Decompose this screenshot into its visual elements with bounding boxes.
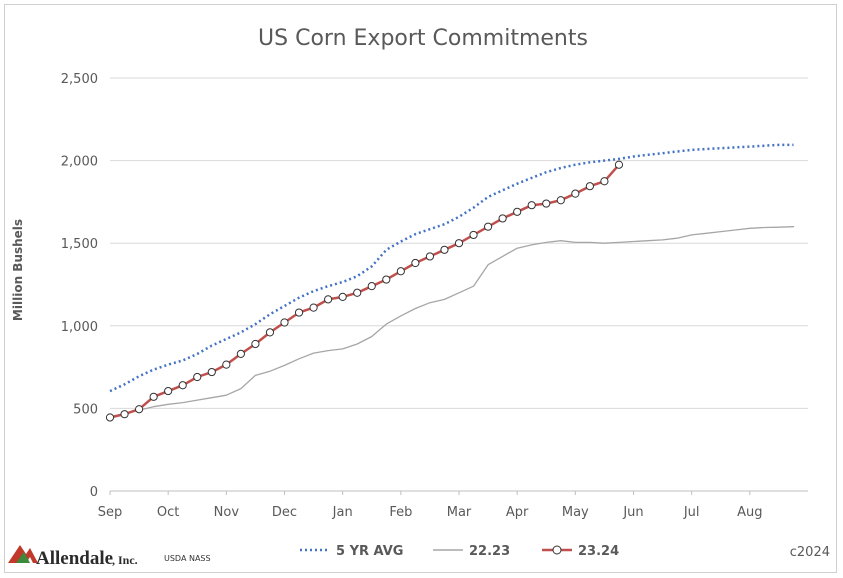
- data-point-23-24: [338, 292, 347, 301]
- y-tick-label: 1,000: [61, 320, 98, 335]
- data-point-23-24: [207, 367, 216, 377]
- data-point-23-24: [309, 303, 318, 312]
- chart-title: US Corn Export Commitments: [258, 26, 588, 51]
- legend-marker-23-24: [552, 545, 562, 555]
- logo-mountain-green: [16, 552, 30, 563]
- logo-inc-text: , Inc.: [112, 553, 138, 567]
- y-tick-label: 2,000: [61, 155, 98, 170]
- x-tick-label: Jul: [683, 505, 700, 520]
- data-point-23-24: [411, 258, 420, 268]
- y-tick-label: 500: [73, 402, 98, 417]
- series-line-22-23: [109, 226, 795, 418]
- x-tick-label: Sep: [98, 505, 123, 520]
- data-point-23-24: [367, 282, 376, 291]
- source-label: USDA NASS: [164, 554, 211, 563]
- logo-text: Allendale: [36, 548, 113, 569]
- data-point-23-24: [454, 239, 464, 248]
- data-point-23-24: [164, 386, 173, 396]
- x-tick-label: Apr: [506, 505, 529, 520]
- data-point-23-24: [280, 318, 289, 327]
- y-axis-label: Million Bushels: [11, 219, 25, 321]
- y-tick-label: 2,500: [61, 72, 98, 87]
- y-tick-label: 0: [90, 485, 98, 500]
- gridlines: [110, 77, 808, 492]
- data-point-23-24: [149, 392, 158, 401]
- allendale-logo: Allendale , Inc.: [8, 545, 138, 569]
- x-tick-label: Oct: [157, 505, 179, 520]
- data-point-23-24: [134, 405, 144, 414]
- legend-label-22-23: 22.23: [469, 544, 510, 559]
- series-line-5-yr-avg: [109, 143, 794, 393]
- series-group: [108, 143, 795, 419]
- x-tick-label: Dec: [272, 505, 297, 520]
- legend: 5 YR AVG 22.23 23.24: [300, 544, 619, 559]
- data-point-23-24: [382, 275, 391, 284]
- data-point-23-24: [513, 207, 522, 216]
- data-point-23-24: [324, 295, 333, 304]
- data-point-23-24: [440, 245, 449, 254]
- marker-group: [105, 160, 624, 422]
- data-point-23-24: [105, 413, 115, 422]
- data-point-23-24: [600, 177, 609, 186]
- data-point-23-24: [585, 182, 594, 191]
- data-point-23-24: [222, 360, 231, 369]
- data-point-23-24: [571, 189, 580, 198]
- data-point-23-24: [251, 339, 260, 349]
- data-point-23-24: [483, 222, 493, 231]
- data-point-23-24: [236, 349, 245, 358]
- data-point-23-24: [425, 252, 435, 261]
- data-point-23-24: [265, 328, 275, 337]
- legend-label-23-24: 23.24: [578, 544, 619, 559]
- data-point-23-24: [614, 160, 624, 169]
- x-tick-label: Mar: [447, 505, 472, 520]
- data-point-23-24: [556, 196, 565, 205]
- x-tick-label: Aug: [737, 505, 762, 520]
- copyright-label: c2024: [790, 545, 830, 560]
- y-tick-labels: 0 500 1,000 1,500 2,000 2,500: [61, 72, 98, 500]
- data-point-23-24: [193, 372, 202, 382]
- x-tick-label: Jun: [622, 505, 643, 520]
- data-point-23-24: [178, 381, 187, 390]
- data-point-23-24: [469, 230, 478, 240]
- x-tick-labels: Sep Oct Nov Dec Jan Feb Mar Apr May Jun Jul Aug: [98, 491, 763, 520]
- data-point-23-24: [120, 410, 129, 419]
- data-point-23-24: [542, 199, 551, 208]
- x-tick-label: Feb: [389, 505, 412, 520]
- legend-label-5yr-avg: 5 YR AVG: [336, 544, 403, 559]
- data-point-23-24: [396, 267, 405, 276]
- x-tick-label: Jan: [332, 505, 353, 520]
- data-point-23-24: [353, 288, 362, 297]
- x-tick-label: May: [562, 505, 589, 520]
- chart-frame: [4, 4, 837, 573]
- data-point-23-24: [294, 308, 304, 317]
- data-point-23-24: [527, 201, 536, 210]
- data-point-23-24: [498, 214, 507, 223]
- y-tick-label: 1,500: [61, 237, 98, 252]
- x-tick-label: Nov: [214, 505, 240, 520]
